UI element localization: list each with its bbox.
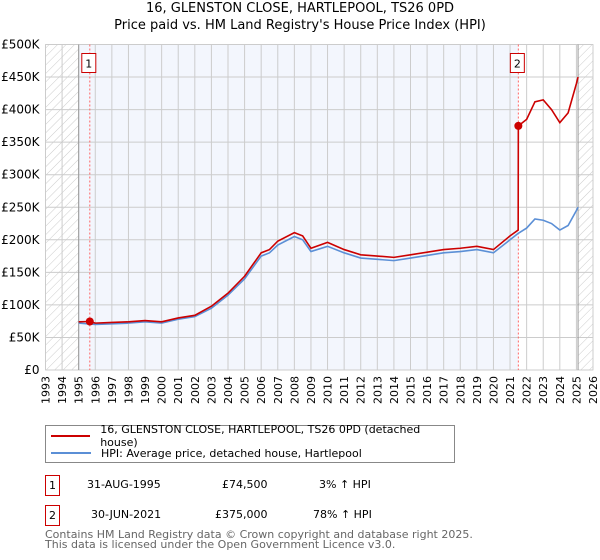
legend-blue-line xyxy=(51,452,91,454)
x-tick-label: 2022 xyxy=(521,376,534,404)
x-tick-label: 2009 xyxy=(305,376,318,404)
series-line xyxy=(78,206,579,326)
plot-area: 1993 1994 1995 1996 1997 1998 1999 2000 2001 2002… xyxy=(1,38,600,405)
x-tick-label: 2008 xyxy=(288,376,301,404)
x-tick-label: 1998 xyxy=(122,376,135,404)
x-tick-label: 2025 xyxy=(570,376,583,404)
legend: 16, GLENSTON CLOSE, HARTLEPOOL, TS26 0PD… xyxy=(45,423,455,463)
x-tick-label: 2015 xyxy=(405,376,418,404)
y-tick-label: £50K xyxy=(9,330,41,344)
sale-marker-box: 1 xyxy=(45,475,60,496)
sale-price: £375,000 xyxy=(215,508,268,521)
x-tick-label: 1996 xyxy=(89,376,102,404)
x-tick-label: 1994 xyxy=(56,376,69,404)
x-tick-label: 2019 xyxy=(471,376,484,404)
y-tick-label: £400K xyxy=(1,103,41,117)
x-tick-label: 2003 xyxy=(205,376,218,404)
footer-line: This data is licensed under the Open Gov… xyxy=(45,538,396,551)
x-tick-label: 2012 xyxy=(355,376,368,404)
x-tick-label: 2010 xyxy=(322,376,335,404)
y-tick-label: £100K xyxy=(1,298,41,312)
sale-date: 30-JUN-2021 xyxy=(91,508,162,521)
x-tick-label: 2001 xyxy=(172,376,185,404)
sale-marker-box: 2 xyxy=(45,505,60,526)
legend-item-property: 16, GLENSTON CLOSE, HARTLEPOOL, TS26 0PD… xyxy=(46,423,454,449)
x-tick-label: 2011 xyxy=(338,376,351,404)
legend-red-line xyxy=(51,435,91,437)
y-tick-label: £300K xyxy=(1,168,41,182)
y-tick-label: £450K xyxy=(1,70,41,84)
x-tick-label: 1993 xyxy=(40,376,53,404)
y-tick-label: £500K xyxy=(1,38,41,52)
x-tick-label: 2007 xyxy=(272,376,285,404)
sale-marker-label: 2 xyxy=(514,58,521,71)
x-tick-label: 2017 xyxy=(438,376,451,404)
y-tick-label: £350K xyxy=(1,135,41,149)
x-tick-label: 2000 xyxy=(156,376,169,404)
series-line xyxy=(78,76,579,324)
x-tick-label: 2006 xyxy=(255,376,268,404)
sale-marker-label: 1 xyxy=(85,58,92,71)
x-tick-label: 1997 xyxy=(106,376,119,404)
x-tick-label: 1995 xyxy=(73,376,86,404)
chart-subtitle: Price paid vs. HM Land Registry's House … xyxy=(114,18,486,33)
x-tick-label: 2004 xyxy=(222,376,235,404)
footer-line: Contains HM Land Registry data © Crown c… xyxy=(45,528,473,541)
x-tick-label: 2016 xyxy=(421,376,434,404)
sale-date: 31-AUG-1995 xyxy=(87,478,161,491)
x-tick-label: 2014 xyxy=(388,376,401,404)
x-tick-label: 2023 xyxy=(537,376,550,404)
y-tick-label: £0 xyxy=(24,363,39,377)
x-tick-label: 2026 xyxy=(587,376,600,404)
x-tick-label: 2021 xyxy=(504,376,517,404)
x-tick-label: 2020 xyxy=(487,376,500,404)
y-tick-label: £200K xyxy=(1,233,41,247)
sale-price: £74,500 xyxy=(222,478,268,491)
x-tick-label: 2005 xyxy=(239,376,252,404)
sale-hpi: 3% ↑ HPI xyxy=(319,478,371,491)
chart-title: 16, GLENSTON CLOSE, HARTLEPOOL, TS26 0PD xyxy=(145,1,455,16)
sale-point xyxy=(85,317,94,326)
sale-point xyxy=(514,121,523,130)
legend-item-hpi: HPI: Average price, detached house, Hart… xyxy=(46,445,362,461)
x-tick-label: 2002 xyxy=(189,376,202,404)
legend-label: 16, GLENSTON CLOSE, HARTLEPOOL, TS26 0PD… xyxy=(100,423,421,449)
sale-marker-box xyxy=(81,53,97,73)
x-tick-label: 2018 xyxy=(454,376,467,404)
x-tick-label: 2024 xyxy=(554,376,567,404)
y-tick-label: £250K xyxy=(1,200,41,214)
y-tick-label: £150K xyxy=(1,265,41,279)
x-tick-label: 1999 xyxy=(139,376,152,404)
legend-label: HPI: Average price, detached house, Hart… xyxy=(101,446,362,460)
sale-marker-box xyxy=(509,53,525,73)
footer: Contains HM Land Registry data © Crown c… xyxy=(45,528,473,551)
sale-hpi: 78% ↑ HPI xyxy=(313,508,372,521)
x-tick-label: 2013 xyxy=(371,376,384,404)
